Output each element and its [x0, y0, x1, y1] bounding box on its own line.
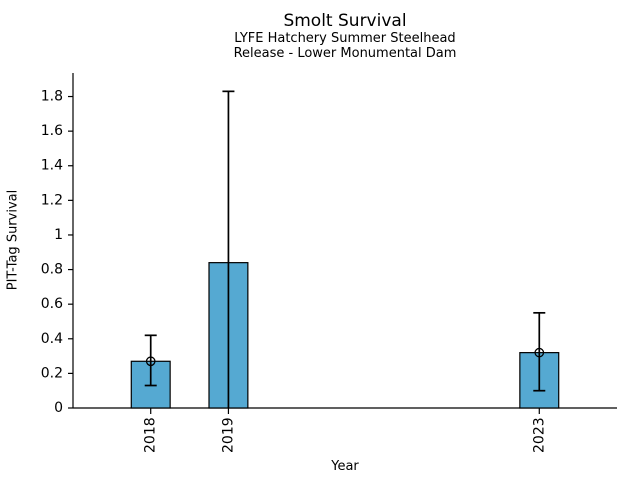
y-tick-label: 1.4	[41, 158, 63, 174]
x-tick-label-2018: 2018	[143, 417, 159, 453]
x-axis-label: Year	[331, 459, 359, 474]
chart-subtitle-line2: Release - Lower Monumental Dam	[233, 46, 457, 61]
point-marker-2018	[145, 356, 156, 367]
x-tick-label-2023: 2023	[531, 417, 547, 453]
y-tick-label: 1.8	[41, 89, 63, 105]
y-tick-label: 1	[54, 227, 63, 243]
point-marker-2023	[534, 347, 545, 358]
y-axis-label: PIT-Tag Survival	[5, 189, 21, 291]
y-tick-label: 0.6	[41, 296, 63, 312]
y-tick-label: 1.2	[41, 192, 63, 208]
y-tick-label: 0.2	[41, 365, 63, 381]
y-tick-label: 1.6	[41, 123, 63, 139]
y-tick-label: 0.4	[41, 331, 63, 347]
x-tick-label-2019: 2019	[220, 417, 236, 453]
y-tick-label: 0	[54, 400, 63, 416]
chart-subtitle-line1: LYFE Hatchery Summer Steelhead	[234, 31, 456, 46]
chart-title: Smolt Survival	[283, 11, 407, 31]
y-tick-label: 0.8	[41, 262, 63, 278]
